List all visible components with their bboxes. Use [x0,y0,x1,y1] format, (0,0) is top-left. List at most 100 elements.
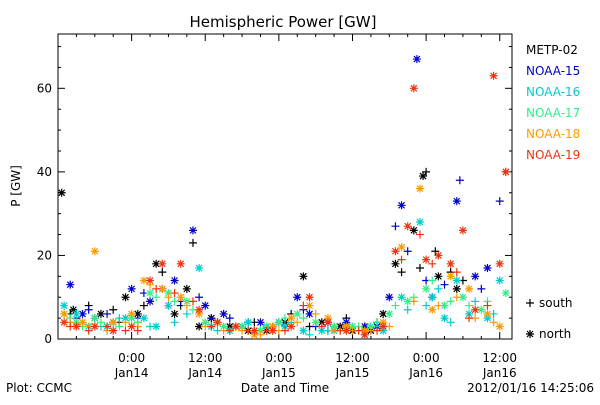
data-point-south [152,284,161,293]
data-point-north [501,167,510,176]
data-point-south [403,305,412,314]
data-point-north [323,318,332,327]
data-point-north [299,326,308,335]
data-point-north [213,318,222,327]
data-point-south [207,314,216,323]
data-point-north [268,322,277,331]
legend-entry: METP-02 [526,43,578,57]
data-point-north [66,280,75,289]
data-point-north [379,322,388,331]
data-point-north [195,305,204,314]
data-point-north [415,218,424,227]
data-point-north [238,322,247,331]
legend-north-marker [526,330,534,338]
data-point-south [465,301,474,310]
data-point-north [495,322,504,331]
data-point-north [293,293,302,302]
data-point-north [452,197,461,206]
data-point-south [293,318,302,327]
x-tick-date-label: Jan16 [408,366,443,380]
data-point-south [431,247,440,256]
data-point-north [164,289,173,298]
data-point-south [483,301,492,310]
data-point-north [458,226,467,235]
data-point-south [409,297,418,306]
data-point-north [403,297,412,306]
data-point-north [422,284,431,293]
data-point-north [152,322,161,331]
data-point-south [434,284,443,293]
data-point-north [195,263,204,272]
footer-right: 2012/01/16 14:25:06 [467,381,594,395]
data-point-north [146,289,155,298]
data-point-south [373,326,382,335]
data-point-north [428,305,437,314]
data-point-north [409,226,418,235]
data-point-south [121,318,130,327]
data-point-north [281,318,289,327]
data-point-north [146,276,155,285]
data-point-north [428,293,437,302]
data-point-south [182,309,191,318]
data-point-south [391,301,400,310]
data-point-south [299,301,308,310]
data-point-south [133,326,142,335]
data-point-north [188,226,197,235]
data-point-south [152,293,161,302]
x-axis-label: Date and Time [241,381,329,395]
data-point-south [317,322,326,331]
data-point-north [219,322,228,331]
legend-entry: NOAA-17 [526,106,580,120]
data-point-south [397,255,406,264]
data-point-north [78,318,87,327]
data-point-north [412,55,421,64]
data-point-north [170,309,179,318]
data-point-south [182,301,191,310]
legend-south-marker [526,299,534,307]
x-tick-date-label: Jan14 [114,366,149,380]
data-point-north [72,318,81,327]
data-point-south [415,263,424,272]
data-point-north [366,322,375,331]
data-point-south [455,176,464,185]
data-point-north [452,284,461,293]
data-point-north [176,259,185,268]
data-point-north [139,314,148,323]
data-point-north [385,309,394,318]
data-point-north [170,276,179,285]
data-point-north [225,322,234,331]
data-point-north [403,222,412,231]
data-point-south [188,297,197,306]
x-tick-time-label: 12:00 [482,351,517,365]
data-point-north [182,297,191,306]
data-point-south [415,230,424,239]
data-point-north [391,247,400,256]
x-tick-date-label: Jan16 [482,366,517,380]
data-point-north [471,305,480,314]
data-point-south [299,314,308,323]
data-point-north [465,309,474,318]
plot-frame [57,33,513,340]
data-point-south [452,268,461,277]
data-point-south [397,268,406,277]
x-tick-time-label: 0:00 [118,351,145,365]
y-tick-label: 40 [37,165,52,179]
data-point-north [311,318,320,327]
data-marks [57,55,510,339]
data-point-north [434,251,443,260]
data-point-north [127,284,136,293]
data-point-south [477,284,486,293]
data-point-south [495,197,504,206]
data-point-north [121,293,130,302]
data-point-north [250,330,259,339]
data-point-north [60,318,69,327]
data-point-north [109,318,118,327]
data-point-south [188,238,197,247]
footer-left: Plot: CCMC [6,381,72,395]
data-point-north [274,318,283,327]
data-point-south [84,326,93,335]
data-point-north [127,314,136,323]
